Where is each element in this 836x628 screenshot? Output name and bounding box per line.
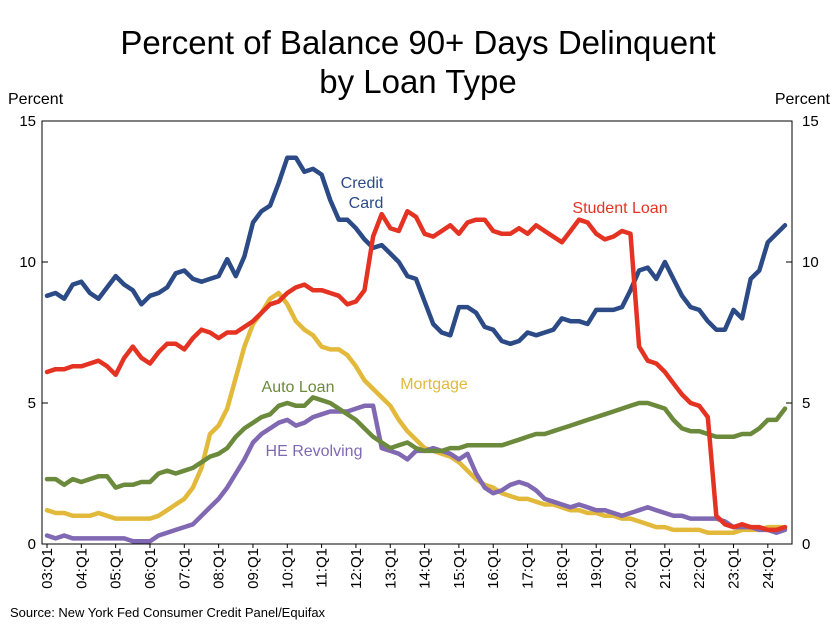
source-note: Source: New York Fed Consumer Credit Pan… [10,605,326,620]
x-tick-label: 11:Q1 [314,548,331,588]
series-label-he-revolving: HE Revolving [266,443,363,460]
right-y-tick-label: 10 [802,254,819,271]
x-tick-label: 08:Q1 [211,548,228,589]
series-lines [44,155,788,544]
series-label-credit-card: Card [349,195,384,212]
left-y-tick-label: 10 [19,254,36,271]
x-tick-label: 09:Q1 [245,548,262,589]
x-tick-label: 04:Q1 [73,548,90,589]
series-line-auto-loan [44,395,788,490]
left-axis-unit: Percent [8,91,64,108]
right-y-tick-label: 15 [802,113,819,130]
series-line-student-loan [44,208,788,533]
x-tick-label: 14:Q1 [417,548,434,589]
x-tick-label: 10:Q1 [279,548,296,589]
x-ticks: 03:Q1 04:Q1 05:Q1 06:Q1 07:Q1 08:Q1 09:Q1 10:Q1… [39,544,777,589]
x-tick-label: 17:Q1 [520,548,537,589]
right-y-tick-label: 5 [802,395,810,412]
x-tick-label: 03:Q1 [39,548,56,589]
chart-title-line-2: by Loan Type [319,63,517,100]
x-tick-label: 12:Q1 [348,548,365,589]
right-axis-unit: Percent [775,91,831,108]
series-line-credit-card [44,155,788,347]
x-tick-label: 19:Q1 [588,548,605,589]
right-y-ticks: 0 5 10 15 [786,113,819,553]
x-tick-label: 15:Q1 [451,548,468,589]
right-y-tick-label: 0 [802,536,810,553]
series-line-he-revolving [44,403,788,544]
x-tick-label: 22:Q1 [691,548,708,589]
series-line-mortgage [44,290,788,535]
x-tick-label: 21:Q1 [657,548,674,589]
series-label-credit-card: Credit [341,175,384,192]
series-label-student-loan: Student Loan [572,200,667,217]
series-labels: Credit Card Student Loan Mortgage Auto Loan H… [262,175,668,460]
series-label-auto-loan: Auto Loan [262,379,335,396]
left-y-tick-label: 15 [19,113,36,130]
left-y-tick-label: 0 [28,536,36,553]
x-tick-label: 07:Q1 [176,548,193,589]
x-tick-label: 16:Q1 [485,548,502,589]
x-tick-label: 20:Q1 [623,548,640,589]
left-y-ticks: 0 5 10 15 [19,113,48,553]
x-tick-label: 13:Q1 [382,548,399,589]
left-y-tick-label: 5 [28,395,36,412]
x-tick-label: 05:Q1 [108,548,125,589]
x-tick-label: 18:Q1 [554,548,571,589]
x-tick-label: 06:Q1 [142,548,159,589]
plot-frame [41,120,793,545]
series-label-mortgage: Mortgage [400,376,468,393]
x-tick-label: 23:Q1 [726,548,743,589]
chart-title-line-1: Percent of Balance 90+ Days Delinquent [120,24,715,61]
x-tick-label: 24:Q1 [760,548,777,589]
